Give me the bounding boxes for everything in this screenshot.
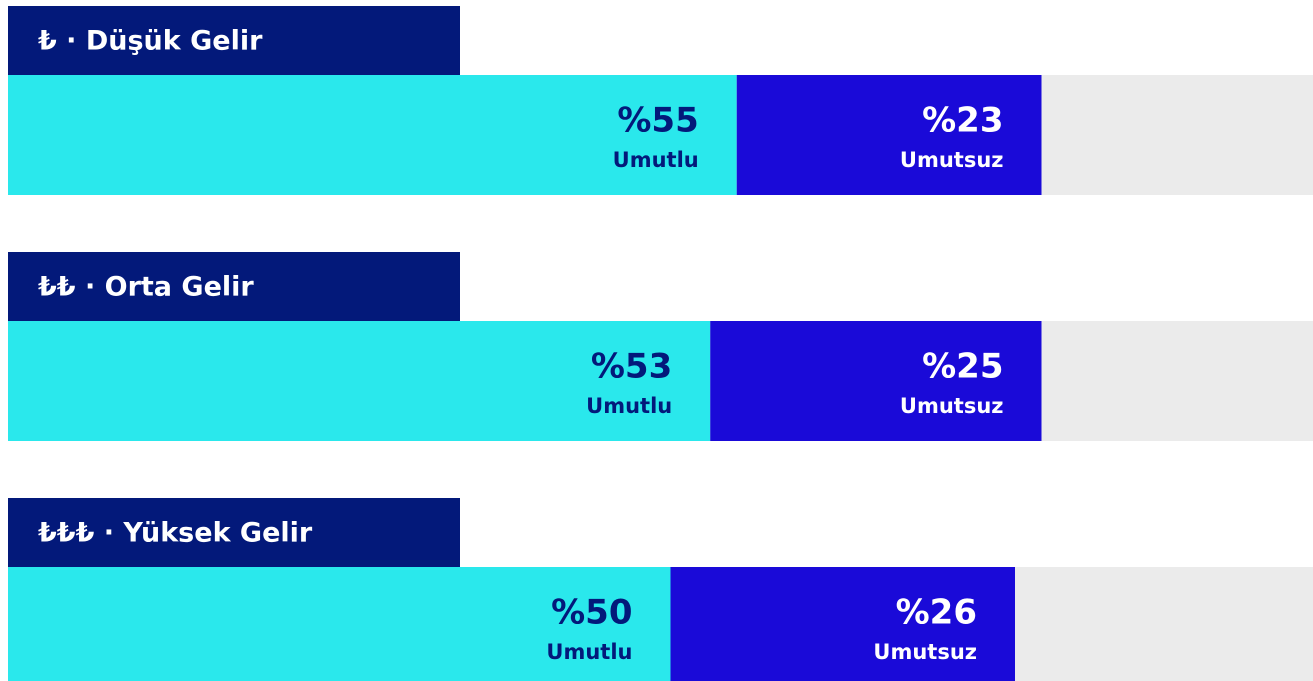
bar-segment — [736, 75, 1042, 195]
series-label: Umutlu — [546, 640, 632, 664]
group-header — [8, 252, 460, 321]
group-header — [8, 498, 460, 567]
series-label: Umutlu — [613, 148, 699, 172]
group-label: ₺₺₺ · Yüksek Gelir — [38, 518, 313, 549]
group-label: ₺₺ · Orta Gelir — [38, 272, 254, 303]
value-label: %53 — [591, 347, 672, 387]
series-label: Umutsuz — [873, 640, 977, 664]
value-label: %23 — [922, 101, 1003, 141]
bar-segment — [670, 567, 1015, 681]
bar-segment — [8, 321, 711, 441]
series-label: Umutlu — [586, 394, 672, 418]
value-label: %25 — [922, 347, 1003, 387]
bar-segment — [8, 567, 671, 681]
value-label: %50 — [551, 593, 632, 633]
value-label: %26 — [896, 593, 977, 633]
value-label: %55 — [617, 101, 698, 141]
series-label: Umutsuz — [900, 394, 1004, 418]
bar-segment — [8, 75, 737, 195]
bar-segment — [710, 321, 1042, 441]
series-label: Umutsuz — [900, 148, 1004, 172]
group-header — [8, 6, 460, 75]
group-label: ₺ · Düşük Gelir — [38, 26, 263, 57]
